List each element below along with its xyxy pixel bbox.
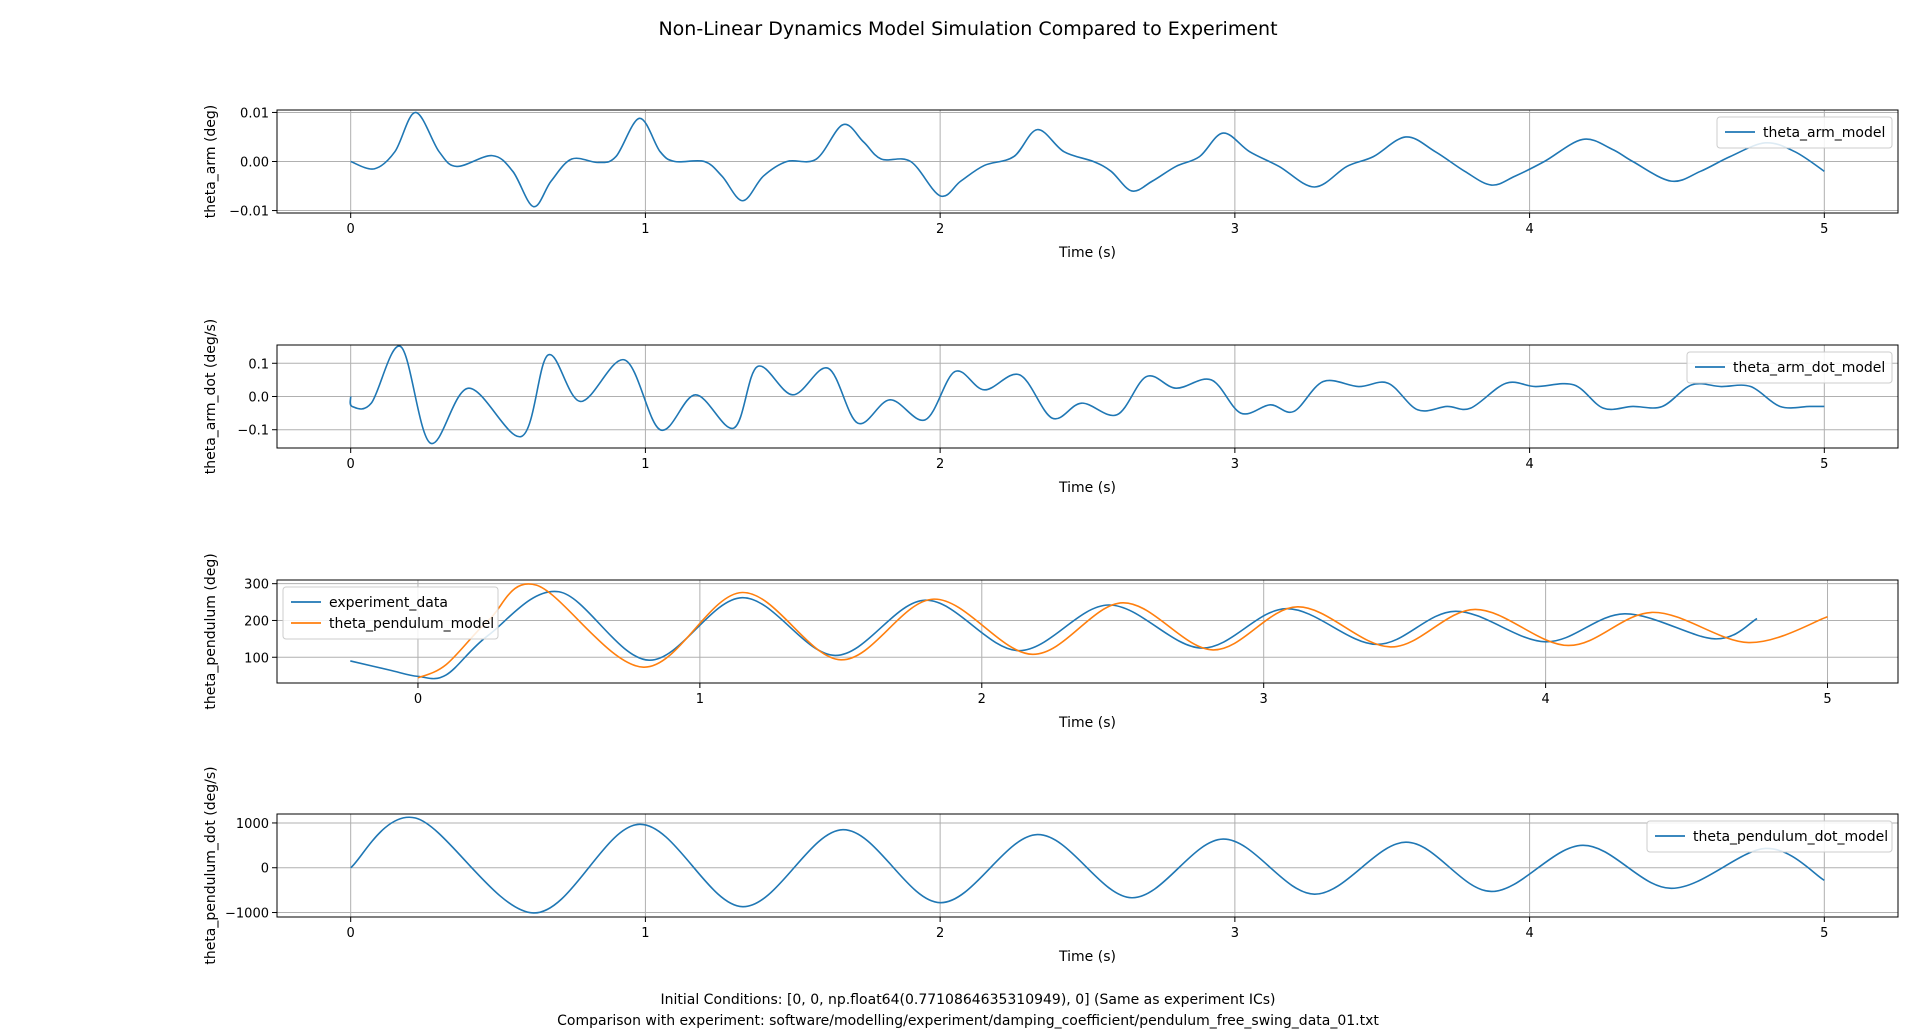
x-axis-label: Time (s) <box>1058 245 1116 261</box>
legend-box <box>282 586 499 640</box>
series-line-theta-pendulum-dot-model <box>350 816 1825 914</box>
y-tick-label: 0.0 <box>248 391 269 406</box>
x-tick-label: 3 <box>1231 457 1239 472</box>
legend-label: theta_arm_model <box>1763 125 1885 141</box>
x-tick-label: 1 <box>696 692 704 707</box>
axes-frame <box>276 344 1899 449</box>
footer-initial-conditions: Initial Conditions: [0, 0, np.float64(0.… <box>660 992 1275 1008</box>
x-tick-label: 3 <box>1231 926 1239 941</box>
y-tick-label: 300 <box>244 578 269 593</box>
subplot-theta-pendulum-dot: 0 1 2 3 4 5 −1000 0 1000 Time (s) theta_pendulum_d… <box>203 766 1899 965</box>
subplot-theta-pendulum: 0 1 2 3 4 5 100 200 300 Time (s) theta_pendulum (d… <box>203 553 1899 731</box>
legend-box <box>1646 820 1893 853</box>
y-tick-label: 0.1 <box>248 357 269 372</box>
x-tick-label: 5 <box>1820 457 1828 472</box>
subplot-theta-arm-dot: 0 1 2 3 4 5 −0.1 0.0 0.1 Time (s) theta_arm_dot (d… <box>203 319 1899 496</box>
x-tick-label: 2 <box>978 692 986 707</box>
y-axis-label: theta_pendulum (deg) <box>203 553 219 709</box>
x-tick-label: 4 <box>1525 457 1533 472</box>
figure-title: Non-Linear Dynamics Model Simulation Com… <box>658 18 1277 40</box>
x-tick-label: 0 <box>414 692 422 707</box>
legend-label: experiment_data <box>329 595 448 611</box>
x-tick-label: 0 <box>347 926 355 941</box>
x-tick-label: 4 <box>1525 222 1533 237</box>
y-tick-label: 0.00 <box>240 156 269 171</box>
x-tick-label: 2 <box>936 222 944 237</box>
legend-box <box>1716 116 1893 149</box>
series-line-theta-arm-model <box>350 111 1825 208</box>
y-axis-label: theta_arm_dot (deg/s) <box>203 319 219 474</box>
y-tick-label: −1000 <box>225 907 269 922</box>
x-tick-label: 1 <box>641 222 649 237</box>
axes-frame <box>276 579 1899 684</box>
x-axis-label: Time (s) <box>1058 480 1116 496</box>
footer-comparison-file: Comparison with experiment: software/mod… <box>557 1013 1379 1029</box>
y-axis-label: theta_arm (deg) <box>203 105 219 219</box>
x-axis-label: Time (s) <box>1058 715 1116 731</box>
x-axis-label: Time (s) <box>1058 949 1116 965</box>
y-tick-label: 0.01 <box>240 106 269 121</box>
legend-label: theta_pendulum_dot_model <box>1693 829 1888 845</box>
x-tick-label: 1 <box>641 926 649 941</box>
subplot-theta-arm: 0 1 2 3 4 5 −0.01 0.00 0.01 Time (s) theta_arm (de… <box>203 105 1899 261</box>
x-tick-label: 5 <box>1820 222 1828 237</box>
axes-frame <box>276 813 1899 918</box>
x-tick-label: 0 <box>347 222 355 237</box>
x-tick-label: 1 <box>641 457 649 472</box>
x-tick-label: 5 <box>1820 926 1828 941</box>
x-tick-label: 4 <box>1525 926 1533 941</box>
legend-box <box>1686 351 1893 384</box>
y-tick-label: −0.01 <box>229 205 269 220</box>
x-tick-label: 3 <box>1231 222 1239 237</box>
y-tick-label: 0 <box>261 862 269 877</box>
x-tick-label: 2 <box>936 457 944 472</box>
x-tick-label: 4 <box>1541 692 1549 707</box>
series-line-theta-pendulum-model <box>417 583 1828 679</box>
legend-label: theta_arm_dot_model <box>1733 360 1885 376</box>
y-axis-label: theta_pendulum_dot (deg/s) <box>203 766 219 964</box>
y-tick-label: 200 <box>244 614 269 629</box>
legend-label: theta_pendulum_model <box>329 616 494 632</box>
y-tick-label: −0.1 <box>237 424 269 439</box>
x-tick-label: 5 <box>1823 692 1831 707</box>
axes-frame <box>276 109 1899 214</box>
y-tick-label: 100 <box>244 651 269 666</box>
x-tick-label: 3 <box>1260 692 1268 707</box>
x-tick-label: 2 <box>936 926 944 941</box>
x-tick-label: 0 <box>347 457 355 472</box>
y-tick-label: 1000 <box>236 817 269 832</box>
series-line-theta-arm-dot-model <box>349 345 1825 444</box>
